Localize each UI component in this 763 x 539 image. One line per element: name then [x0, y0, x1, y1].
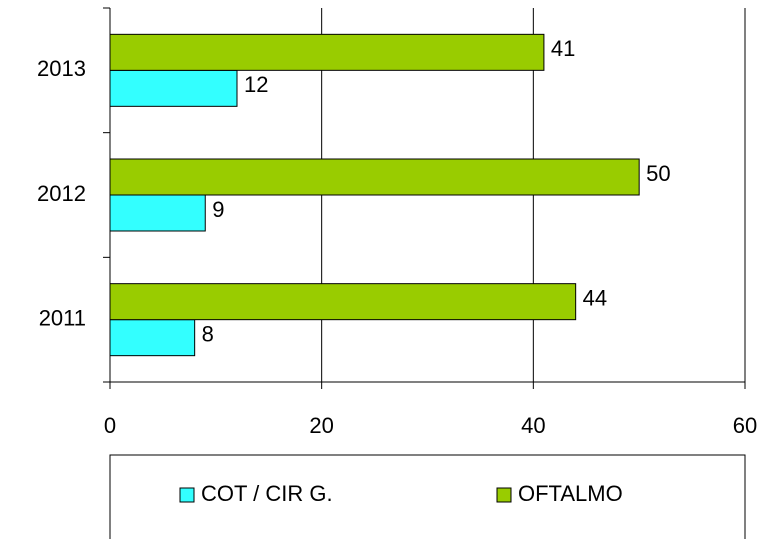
y-tick-label: 2013	[37, 56, 86, 81]
data-label: 8	[202, 321, 214, 346]
bar	[109, 194, 206, 232]
legend-swatch	[179, 487, 195, 503]
bar	[109, 158, 640, 196]
data-label: 50	[646, 161, 670, 186]
data-label: 44	[583, 285, 607, 310]
bar	[109, 283, 577, 321]
legend-swatch	[496, 487, 512, 503]
data-label: 41	[551, 36, 575, 61]
data-label: 12	[244, 72, 268, 97]
bar	[109, 33, 545, 71]
legend-box	[109, 454, 746, 539]
data-label: 9	[212, 197, 224, 222]
x-tick-label: 60	[733, 413, 757, 438]
bar	[109, 319, 196, 357]
legend-label: COT / CIR G.	[201, 481, 333, 506]
x-tick-label: 40	[521, 413, 545, 438]
bar	[109, 69, 238, 107]
x-tick-label: 0	[104, 413, 116, 438]
y-tick-label: 2011	[39, 305, 86, 330]
x-tick-label: 20	[309, 413, 333, 438]
y-tick-label: 2012	[37, 181, 86, 206]
legend-label: OFTALMO	[518, 481, 623, 506]
